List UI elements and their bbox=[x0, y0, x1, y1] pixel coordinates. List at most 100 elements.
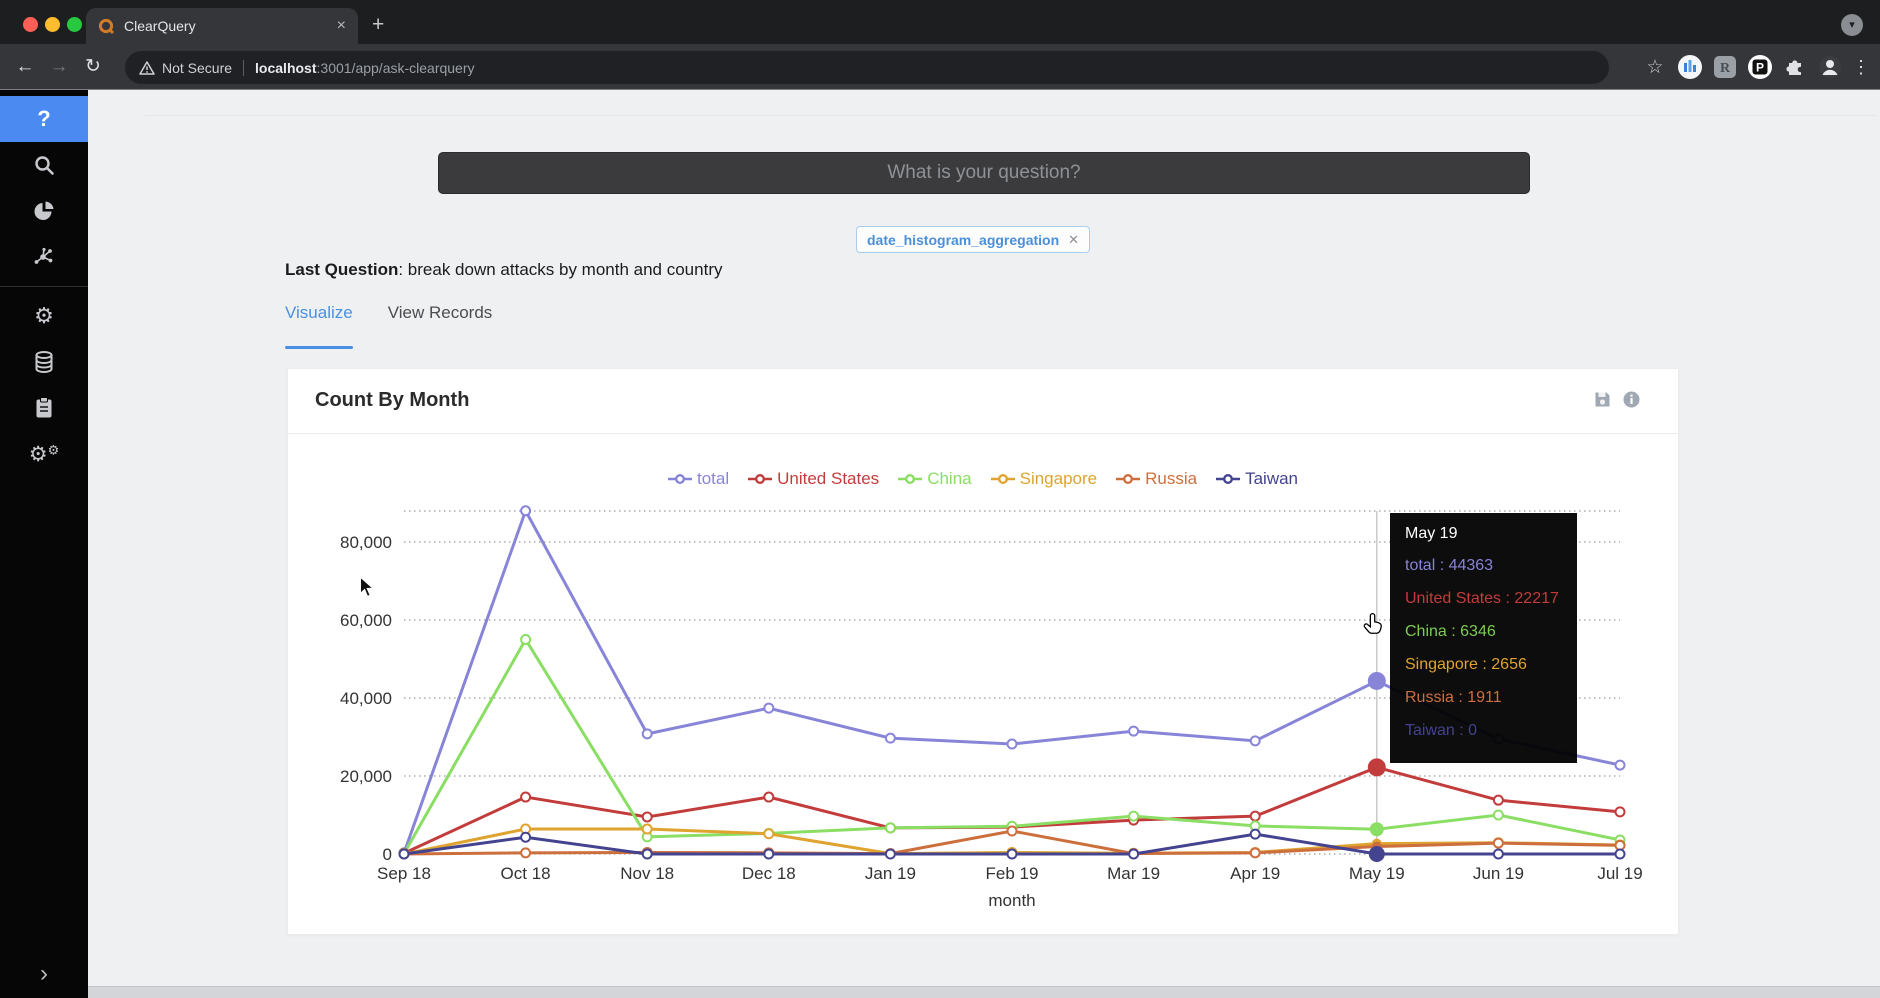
window-zoom-button[interactable] bbox=[67, 17, 82, 32]
profile-avatar-icon[interactable] bbox=[1817, 54, 1843, 80]
sidebar-item-network[interactable] bbox=[0, 234, 88, 280]
data-point[interactable] bbox=[763, 702, 775, 714]
new-tab-button[interactable]: + bbox=[372, 13, 385, 36]
window-close-button[interactable] bbox=[23, 17, 38, 32]
data-point[interactable] bbox=[1128, 810, 1140, 822]
data-point[interactable] bbox=[520, 847, 532, 859]
data-point[interactable] bbox=[1249, 810, 1261, 822]
svg-text:0: 0 bbox=[383, 845, 392, 864]
legend-item[interactable]: Singapore bbox=[990, 469, 1098, 489]
data-point[interactable] bbox=[1249, 735, 1261, 747]
pie-chart-icon bbox=[34, 201, 54, 220]
data-point[interactable] bbox=[884, 848, 896, 860]
data-point[interactable] bbox=[763, 828, 775, 840]
security-label[interactable]: Not Secure bbox=[162, 59, 233, 76]
data-point[interactable] bbox=[520, 831, 532, 843]
browser-tab[interactable]: ClearQuery × bbox=[86, 8, 358, 44]
sidebar-item-ask[interactable]: ? bbox=[0, 96, 88, 142]
data-point[interactable] bbox=[1006, 738, 1018, 750]
extension-p-icon[interactable]: P bbox=[1747, 54, 1773, 80]
data-point[interactable] bbox=[763, 791, 775, 803]
clearquery-favicon bbox=[98, 18, 115, 34]
chart-legend: total United States China Singapore Russ… bbox=[288, 469, 1678, 489]
horizontal-scrollbar[interactable] bbox=[88, 986, 1880, 998]
database-icon bbox=[35, 351, 53, 373]
browser-tab-strip: ClearQuery × + ▾ bbox=[0, 0, 1880, 44]
bookmark-star-icon[interactable]: ☆ bbox=[1646, 56, 1664, 78]
data-point[interactable] bbox=[884, 732, 896, 744]
reload-button[interactable]: ↻ bbox=[85, 56, 101, 77]
sidebar-item-search[interactable] bbox=[0, 142, 88, 188]
data-point[interactable] bbox=[1249, 828, 1261, 840]
info-icon[interactable] bbox=[1623, 391, 1640, 408]
legend-item[interactable]: total bbox=[667, 469, 729, 489]
tab-visualize[interactable]: Visualize bbox=[285, 303, 353, 322]
data-point[interactable] bbox=[1492, 848, 1504, 860]
data-point[interactable] bbox=[641, 811, 653, 823]
data-point[interactable] bbox=[641, 728, 653, 740]
sidebar-item-services[interactable]: ⚙⚙ bbox=[0, 431, 88, 477]
tag-close-icon[interactable]: ✕ bbox=[1068, 231, 1080, 247]
tab-search-icon[interactable]: ▾ bbox=[1841, 14, 1863, 36]
legend-item[interactable]: United States bbox=[748, 469, 879, 489]
data-point[interactable] bbox=[1128, 848, 1140, 860]
data-point[interactable] bbox=[641, 823, 653, 835]
extensions-puzzle-icon[interactable] bbox=[1782, 54, 1808, 80]
legend-marker-icon bbox=[748, 474, 773, 484]
data-point[interactable] bbox=[1006, 848, 1018, 860]
sidebar-item-reports[interactable] bbox=[0, 385, 88, 431]
question-input[interactable] bbox=[438, 152, 1530, 194]
active-data-point[interactable] bbox=[1367, 758, 1386, 777]
legend-marker-icon bbox=[667, 474, 692, 484]
sidebar-item-charts[interactable] bbox=[0, 188, 88, 234]
active-data-point[interactable] bbox=[1368, 846, 1385, 862]
browser-menu-icon[interactable]: ⋮ bbox=[1852, 56, 1870, 77]
data-point[interactable] bbox=[1128, 725, 1140, 737]
tooltip-row: United States : 22217 bbox=[1405, 590, 1559, 607]
forward-button[interactable]: → bbox=[49, 55, 69, 77]
extension-r-icon[interactable]: R bbox=[1712, 54, 1738, 80]
svg-text:Nov 18: Nov 18 bbox=[620, 864, 674, 883]
data-point[interactable] bbox=[763, 848, 775, 860]
save-icon[interactable] bbox=[1594, 391, 1611, 408]
data-point[interactable] bbox=[1614, 806, 1626, 818]
window-minimize-button[interactable] bbox=[45, 17, 60, 32]
last-question: Last Question: break down attacks by mon… bbox=[285, 260, 722, 280]
active-data-point[interactable] bbox=[1367, 671, 1386, 690]
sidebar-item-settings[interactable]: ⚙ bbox=[0, 293, 88, 339]
data-point[interactable] bbox=[1492, 794, 1504, 806]
data-point[interactable] bbox=[1492, 809, 1504, 821]
data-point[interactable] bbox=[884, 822, 896, 834]
active-data-point[interactable] bbox=[1369, 822, 1384, 837]
sidebar-expand-chevron[interactable]: › bbox=[40, 960, 48, 987]
data-point[interactable] bbox=[641, 848, 653, 860]
url-host[interactable]: localhost bbox=[255, 59, 317, 76]
legend-item[interactable]: China bbox=[898, 469, 972, 489]
legend-label: China bbox=[927, 469, 972, 488]
legend-label: Singapore bbox=[1019, 469, 1098, 488]
sidebar-item-database[interactable] bbox=[0, 339, 88, 385]
svg-text:60,000: 60,000 bbox=[340, 611, 392, 630]
data-point[interactable] bbox=[1492, 837, 1504, 849]
mouse-arrow-cursor bbox=[359, 576, 375, 598]
svg-text:Apr 19: Apr 19 bbox=[1230, 864, 1280, 883]
extension-chart-icon[interactable] bbox=[1677, 54, 1703, 80]
data-point[interactable] bbox=[520, 791, 532, 803]
back-button[interactable]: ← bbox=[15, 55, 35, 77]
data-point[interactable] bbox=[520, 505, 532, 517]
data-point[interactable] bbox=[398, 848, 410, 860]
query-tag-chip[interactable]: date_histogram_aggregation ✕ bbox=[856, 226, 1091, 253]
tooltip-row: Singapore : 2656 bbox=[1405, 656, 1527, 673]
tab-title: ClearQuery bbox=[124, 18, 196, 34]
tab-view-records[interactable]: View Records bbox=[387, 303, 493, 322]
url-path[interactable]: :3001/app/ask-clearquery bbox=[316, 59, 475, 76]
data-point[interactable] bbox=[520, 634, 532, 645]
data-point[interactable] bbox=[1006, 825, 1018, 837]
tab-close-icon[interactable]: × bbox=[336, 17, 346, 34]
legend-item[interactable]: Taiwan bbox=[1216, 469, 1298, 489]
data-point[interactable] bbox=[1614, 848, 1626, 860]
legend-item[interactable]: Russia bbox=[1116, 469, 1197, 489]
data-point[interactable] bbox=[1614, 759, 1626, 771]
address-bar[interactable]: Not Secure localhost :3001/app/ask-clear… bbox=[125, 51, 1609, 84]
data-point[interactable] bbox=[1249, 847, 1261, 859]
